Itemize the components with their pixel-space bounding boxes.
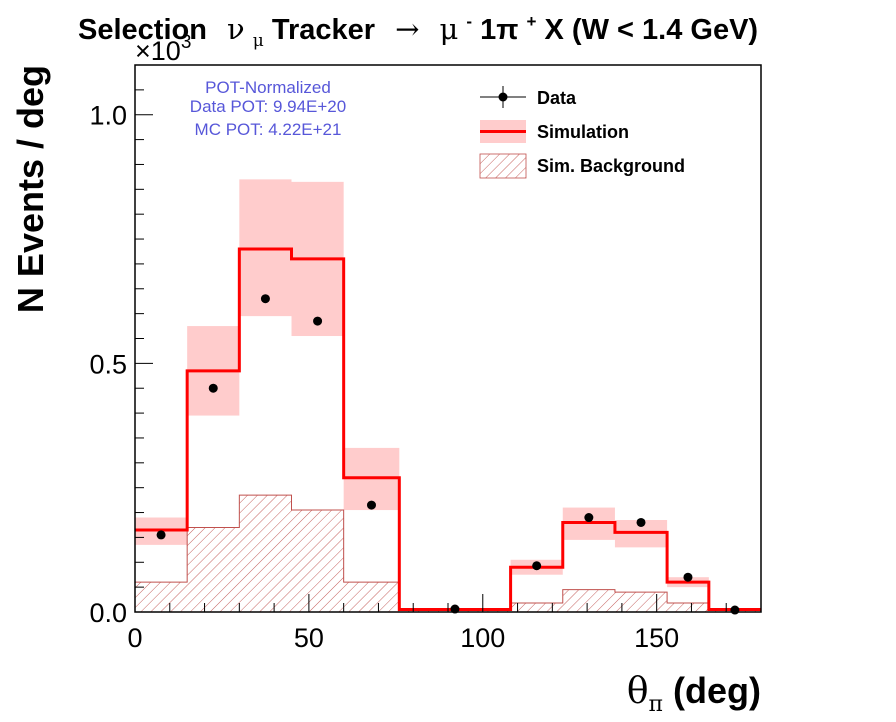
background-bin	[187, 527, 240, 612]
background-histogram	[134, 494, 762, 612]
x-tick-label: 50	[294, 623, 324, 653]
data-point	[313, 316, 323, 326]
x-label-pi: π	[649, 692, 663, 717]
title-part2: Tracker	[272, 14, 375, 46]
background-bin	[239, 495, 292, 612]
title-part4: X (W < 1.4 GeV)	[545, 14, 759, 46]
x-tick-labels: 0 50 100 150	[127, 623, 679, 653]
data-point	[208, 383, 218, 393]
title-arrow: →	[395, 12, 419, 46]
legend-data-marker	[480, 86, 526, 108]
title-minus: -	[466, 12, 472, 31]
title-part1: Selection	[78, 14, 207, 46]
y-multiplier-base: ×10	[135, 36, 181, 66]
axis-ticks	[134, 89, 727, 612]
background-bin	[343, 582, 400, 612]
x-axis-label: θπ (deg)	[627, 670, 761, 717]
legend-simulation-marker	[480, 120, 526, 143]
title-nu: ν	[227, 12, 245, 46]
legend-simulation-label: Simulation	[537, 122, 629, 142]
data-point	[532, 561, 542, 571]
y-tick-labels: 0.0 0.5 1.0	[89, 101, 127, 628]
y-multiplier: ×103	[135, 32, 191, 66]
legend: Data Simulation Sim. Background	[479, 86, 685, 179]
data-point	[584, 513, 594, 523]
data-point	[366, 500, 376, 510]
background-bin	[510, 603, 563, 612]
x-tick-label: 0	[127, 623, 142, 653]
y-tick-label: 0.0	[89, 598, 127, 628]
y-tick-label: 0.5	[89, 349, 127, 379]
title-mu-sub: μ	[253, 31, 264, 51]
x-label-theta: θ	[627, 671, 649, 712]
title-mu: μ	[439, 12, 458, 46]
chart-title: Selection ν μ Tracker → μ - 1π + X (W < …	[78, 2, 758, 53]
data-point	[260, 294, 270, 304]
data-point	[636, 517, 646, 527]
data-point	[156, 530, 166, 540]
legend-background-marker	[479, 153, 527, 179]
background-bin	[667, 603, 709, 612]
legend-background-label: Sim. Background	[537, 156, 685, 176]
pot-normalized-label: POT-Normalized	[205, 78, 331, 97]
legend-data-label: Data	[537, 88, 577, 108]
x-tick-label: 150	[634, 623, 679, 653]
x-label-unit: (deg)	[663, 670, 761, 711]
background-bin	[291, 510, 344, 612]
data-pot-label: Data POT: 9.94E+20	[190, 97, 346, 116]
y-multiplier-exp: 3	[181, 32, 192, 53]
background-bin	[614, 592, 668, 612]
data-point	[730, 605, 740, 615]
data-point	[683, 572, 693, 582]
background-bin	[562, 589, 615, 612]
x-tick-label: 100	[460, 623, 505, 653]
title-part3: 1π	[480, 14, 518, 46]
mc-pot-label: MC POT: 4.22E+21	[195, 120, 342, 139]
title-plus: +	[527, 12, 537, 31]
y-tick-label: 1.0	[89, 101, 127, 131]
y-axis-label: N Events / deg	[10, 65, 51, 313]
